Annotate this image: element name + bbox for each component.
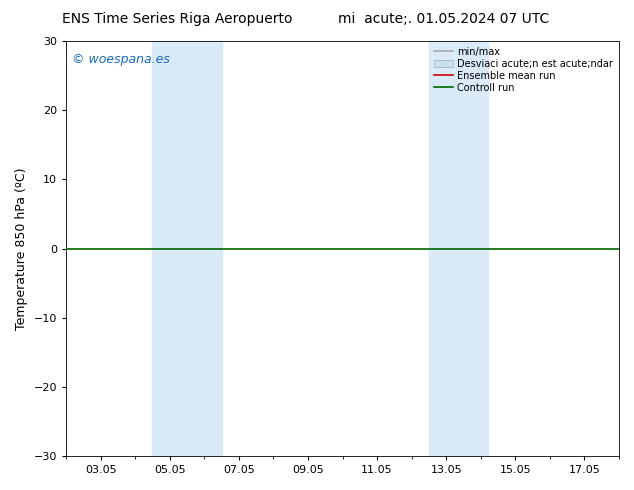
Bar bbox=[152, 41, 222, 456]
Text: ENS Time Series Riga Aeropuerto: ENS Time Series Riga Aeropuerto bbox=[62, 12, 293, 26]
Text: mi  acute;. 01.05.2024 07 UTC: mi acute;. 01.05.2024 07 UTC bbox=[338, 12, 550, 26]
Legend: min/max, Desviaci acute;n est acute;ndar, Ensemble mean run, Controll run: min/max, Desviaci acute;n est acute;ndar… bbox=[431, 44, 616, 96]
Y-axis label: Temperature 850 hPa (ºC): Temperature 850 hPa (ºC) bbox=[15, 167, 28, 330]
Text: © woespana.es: © woespana.es bbox=[72, 53, 169, 67]
Bar bbox=[429, 41, 488, 456]
